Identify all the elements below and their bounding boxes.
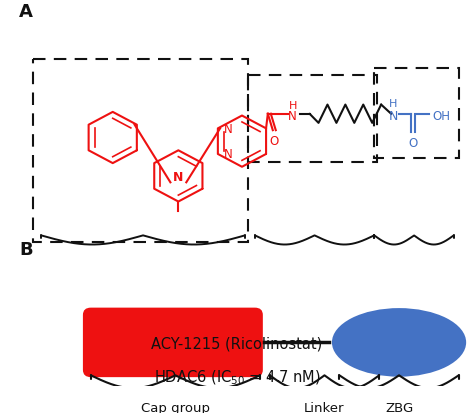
FancyBboxPatch shape	[83, 308, 263, 377]
Bar	[248, 76, 377, 163]
Text: O: O	[408, 136, 418, 150]
Text: N: N	[224, 148, 232, 161]
Text: HDAC6 (IC$_{50}$ = 4.7 nM): HDAC6 (IC$_{50}$ = 4.7 nM)	[154, 368, 320, 387]
Text: N: N	[288, 110, 297, 123]
Text: O: O	[269, 135, 278, 147]
Text: ZBG: ZBG	[385, 401, 413, 413]
Text: ACY-1215 (Ricolinostat): ACY-1215 (Ricolinostat)	[151, 336, 323, 351]
Text: N: N	[173, 171, 183, 184]
Text: H: H	[289, 100, 297, 110]
Text: A: A	[19, 3, 33, 21]
Text: N: N	[388, 110, 398, 123]
Ellipse shape	[332, 309, 466, 377]
Text: N: N	[224, 123, 232, 135]
Text: B: B	[19, 240, 33, 258]
Text: OH: OH	[433, 110, 451, 123]
Text: Linker: Linker	[304, 401, 345, 413]
Bar	[33, 60, 248, 242]
Text: H: H	[389, 98, 397, 109]
Text: Cap group: Cap group	[141, 401, 210, 413]
Bar	[374, 69, 459, 158]
